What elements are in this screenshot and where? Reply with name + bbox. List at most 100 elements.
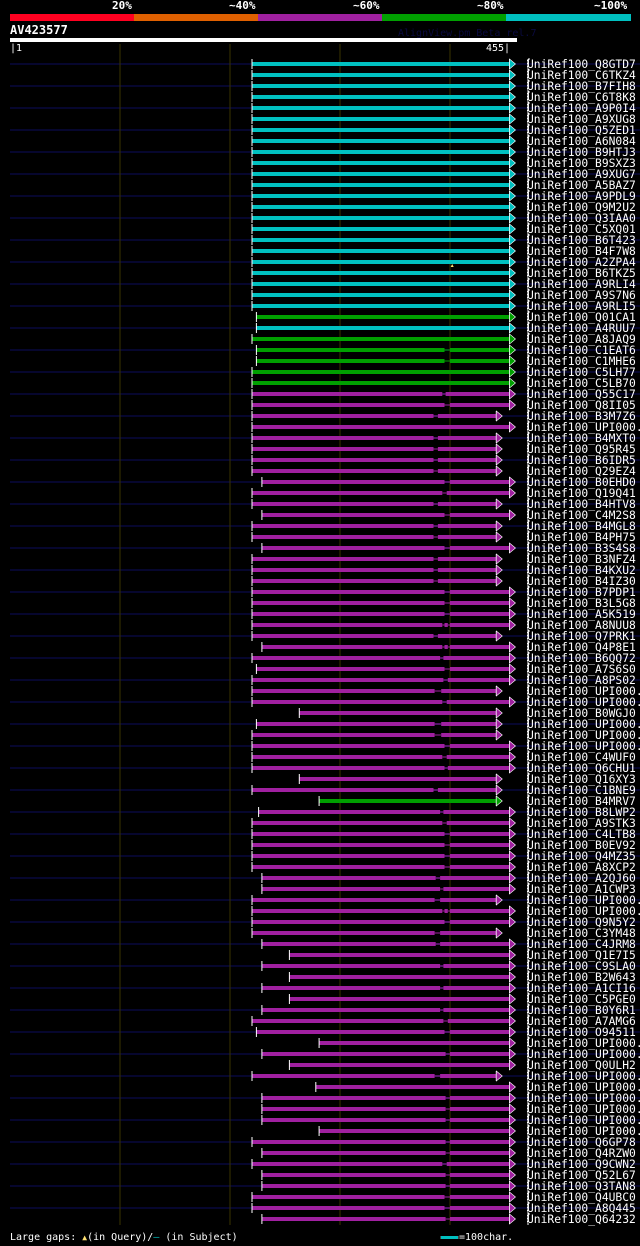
subject-end-bracket: [527, 1059, 530, 1071]
continuation-arrow-icon: [509, 916, 516, 928]
hit-label: UniRef100_B3L5G8: [527, 597, 636, 610]
hit-label: UniRef100_B4MRV7: [527, 795, 636, 808]
continuation-arrow-icon: [509, 641, 516, 653]
continuation-arrow-icon: [509, 69, 516, 81]
alignment-segment: [450, 1052, 510, 1056]
hit-label: UniRef100_C6T8K8: [527, 91, 636, 104]
subject-end-bracket: [527, 322, 530, 334]
alignment-segment: [450, 513, 510, 517]
alignment-segment: [256, 722, 435, 726]
hit-label: UniRef100_B4KXU2: [527, 564, 636, 577]
hit-label: UniRef100_C4JRM8: [527, 938, 636, 951]
alignment-segment: [252, 73, 510, 77]
alignment-segment: [252, 150, 510, 154]
alignment-segment: [252, 843, 445, 847]
subject-end-bracket: [527, 256, 530, 268]
subject-end-bracket: [527, 355, 530, 367]
subject-end-bracket: [527, 487, 530, 499]
subject-end-bracket: [527, 696, 530, 708]
subject-end-bracket: [527, 553, 530, 565]
subject-end-bracket: [527, 597, 530, 609]
hit-label: UniRef100_C4WUF0: [527, 751, 636, 764]
continuation-arrow-icon: [509, 883, 516, 895]
continuation-arrow-icon: [509, 1202, 516, 1214]
continuation-arrow-icon: [509, 80, 516, 92]
hit-label: UniRef100_A1CI16: [527, 982, 636, 995]
alignment-segment: [258, 810, 441, 814]
hit-label: UniRef100_B6T423: [527, 234, 636, 247]
continuation-arrow-icon: [509, 586, 516, 598]
hit-label: UniRef100_UPI000..: [527, 685, 640, 698]
alignment-segment: [252, 700, 443, 704]
alignment-segment: [252, 139, 510, 143]
alignment-segment: [450, 832, 510, 836]
alignment-segment: [261, 1118, 446, 1122]
alignment-segment: [252, 744, 445, 748]
alignment-segment: [450, 1151, 510, 1155]
subject-end-bracket: [527, 729, 530, 741]
hit-label: UniRef100_A9XUG7: [527, 168, 636, 181]
alignment-segment: [261, 986, 441, 990]
alignment-segment: [256, 1030, 445, 1034]
continuation-arrow-icon: [509, 1004, 516, 1016]
alignment-segment: [261, 1151, 446, 1155]
alignment-segment: [261, 1096, 446, 1100]
hit-label: UniRef100_Q01CA1: [527, 311, 636, 324]
alignment-segment: [252, 458, 434, 462]
alignment-segment: [256, 348, 445, 352]
alignment-segment: [252, 238, 510, 242]
continuation-arrow-icon: [509, 762, 516, 774]
alignment-segment: [252, 227, 510, 231]
subject-end-bracket: [527, 960, 530, 972]
alignment-segment: [446, 491, 510, 495]
hit-label: UniRef100_Q3IAA0: [527, 212, 636, 225]
hit-label: UniRef100_UPI000..: [527, 1092, 640, 1105]
alignment-segment: [441, 722, 497, 726]
continuation-arrow-icon: [509, 839, 516, 851]
subject-end-bracket: [527, 1180, 530, 1192]
ruler-start-label: |1: [10, 43, 23, 54]
hit-label: UniRef100_Q19Q41: [527, 487, 636, 500]
hit-label: UniRef100_UPI000..: [527, 718, 640, 731]
alignment-segment: [261, 964, 441, 968]
hit-label: UniRef100_A2QJ60: [527, 872, 636, 885]
alignment-segment: [252, 678, 444, 682]
hit-label: UniRef100_B4PH75: [527, 531, 636, 544]
alignment-segment: [261, 1052, 446, 1056]
alignment-segment: [450, 590, 510, 594]
hit-label: UniRef100_A9PDL9: [527, 190, 636, 203]
alignment-segment: [252, 293, 510, 297]
hit-label: UniRef100_A9RLI5: [527, 300, 636, 313]
alignment-segment: [437, 568, 497, 572]
continuation-arrow-icon: [509, 861, 516, 873]
alignment-segment: [252, 282, 510, 286]
alignment-segment: [447, 678, 510, 682]
subject-end-bracket: [527, 91, 530, 103]
hit-label: UniRef100_A9P0I4: [527, 102, 636, 115]
scale-label-100: ~100%: [594, 0, 628, 12]
alignment-segment: [252, 117, 510, 121]
alignment-segment: [450, 623, 510, 627]
alignment-segment: [252, 183, 510, 187]
continuation-arrow-icon: [509, 179, 516, 191]
hit-label: UniRef100_B9HTJ3: [527, 146, 636, 159]
alignment-segment: [252, 194, 510, 198]
continuation-arrow-icon: [509, 1048, 516, 1060]
subject-end-bracket: [527, 949, 530, 961]
scale-label-60: ~60%: [353, 0, 380, 12]
hit-label: UniRef100_C4LTB8: [527, 828, 636, 841]
alignment-segment: [444, 645, 448, 649]
hit-label: UniRef100_C5LB70: [527, 377, 636, 390]
subject-end-bracket: [527, 619, 530, 631]
hit-label: UniRef100_B7FIH8: [527, 80, 636, 93]
hit-label: UniRef100_UPI000..: [527, 1070, 640, 1083]
subject-end-bracket: [527, 927, 530, 939]
alignment-segment: [252, 1206, 445, 1210]
continuation-arrow-icon: [509, 355, 516, 367]
subject-end-bracket: [527, 1125, 530, 1137]
hit-label: UniRef100_A8PS02: [527, 674, 636, 687]
alignment-segment: [252, 1162, 443, 1166]
alignment-segment: [252, 95, 510, 99]
continuation-arrow-icon: [509, 1059, 516, 1071]
subject-end-bracket: [527, 685, 530, 697]
